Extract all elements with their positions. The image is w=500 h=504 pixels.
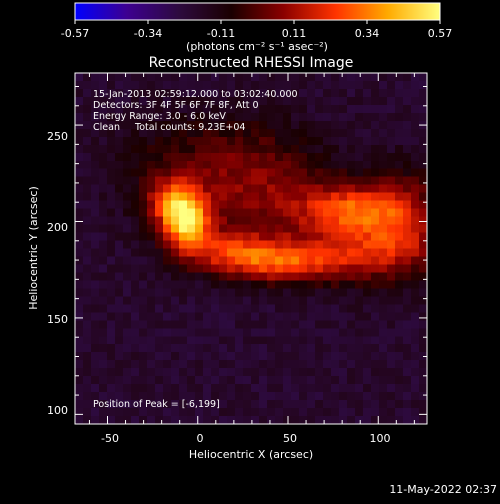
colorbar-unit-label: (photons cm⁻² s⁻¹ asec⁻²) — [186, 40, 328, 53]
colorbar-tick-label: 0.11 — [282, 27, 307, 40]
annotation-energy-range: Energy Range: 3.0 - 6.0 keV — [93, 111, 226, 122]
heatmap-image — [75, 73, 427, 424]
axis-ticks — [75, 73, 427, 424]
x-tick-label: -50 — [101, 432, 119, 445]
colorbar-ticks — [74, 20, 441, 24]
chart-title: Reconstructed RHESSI Image — [149, 55, 354, 71]
x-tick-label: 100 — [370, 432, 391, 445]
y-axis-label: Heliocentric Y (arcsec) — [27, 186, 40, 310]
x-tick-label: 50 — [283, 432, 297, 445]
colorbar — [74, 2, 441, 21]
y-tick-label: 100 — [47, 404, 68, 417]
colorbar-tick-label: -0.11 — [207, 27, 235, 40]
colorbar-tick-label: 0.34 — [355, 27, 380, 40]
y-tick-label: 250 — [47, 130, 68, 143]
colorbar-tick-label: 0.57 — [428, 27, 453, 40]
peak-position-label: Position of Peak = [-6,199] — [93, 399, 220, 410]
colorbar-tick-label: -0.34 — [134, 27, 162, 40]
timestamp: 11-May-2022 02:37 — [389, 483, 497, 496]
annotation-time-range: 15-Jan-2013 02:59:12.000 to 03:02:40.000 — [93, 89, 298, 100]
x-axis-label: Heliocentric X (arcsec) — [189, 448, 313, 461]
y-tick-label: 150 — [47, 313, 68, 326]
annotation-detectors: Detectors: 3F 4F 5F 6F 7F 8F, Att 0 — [93, 100, 259, 111]
y-tick-label: 200 — [47, 221, 68, 234]
annotation-algorithm-counts: Clean Total counts: 9.23E+04 — [93, 122, 245, 133]
x-tick-label: 0 — [197, 432, 204, 445]
colorbar-tick-label: -0.57 — [61, 27, 89, 40]
plot-frame — [74, 72, 428, 425]
